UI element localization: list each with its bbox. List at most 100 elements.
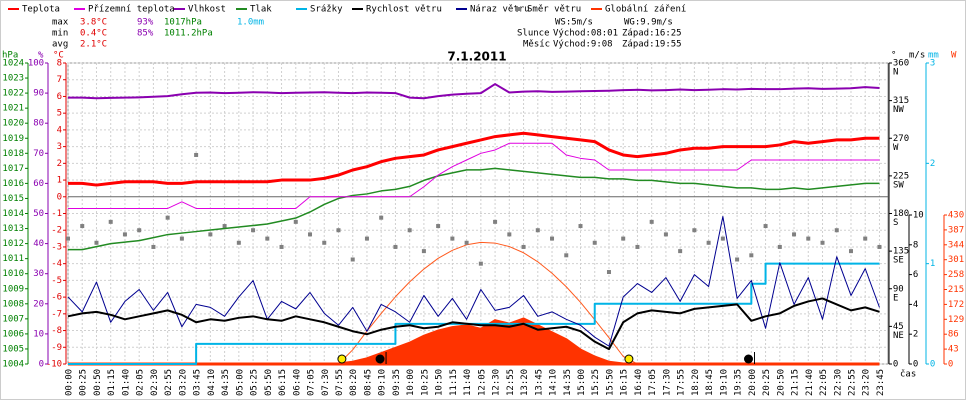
y-tick-label: 1020 [2, 119, 24, 129]
y-tick-label: 10 [913, 211, 924, 221]
compass-label: S [893, 218, 898, 228]
moon-label: Měsíc [523, 40, 550, 50]
y-tick-label: 43 [948, 345, 959, 355]
direction-point [692, 228, 697, 233]
y-tick-label: -3 [51, 242, 62, 252]
y-tick-label: 6 [57, 92, 62, 102]
x-tick-label: 04:10 [207, 369, 217, 396]
direction-point [820, 240, 825, 245]
y-tick-label: 3 [57, 142, 62, 152]
x-tick-label: 04:35 [221, 369, 231, 396]
y-tick-label: 70 [33, 149, 44, 159]
y-tick-label: 80 [33, 119, 44, 129]
compass-label: NW [893, 105, 904, 115]
direction-point [621, 236, 626, 241]
x-tick-label: 10:00 [406, 369, 416, 396]
x-tick-label: 17:05 [648, 369, 658, 396]
y-tick-label: 20 [33, 299, 44, 309]
x-tick-label: 21:15 [791, 369, 801, 396]
axis-unit: mm [928, 51, 939, 61]
direction-point [848, 249, 853, 254]
x-tick-label: 00:25 [79, 369, 89, 396]
direction-point [66, 236, 70, 241]
series-line [68, 83, 880, 100]
x-tick-label: 11:40 [463, 369, 473, 396]
x-tick-label: 00:50 [93, 369, 103, 396]
x-tick-label: 18:45 [705, 369, 715, 396]
y-tick-label: 1022 [2, 89, 24, 99]
legend-label: Rychlost větru [366, 5, 442, 15]
compass-label: SW [893, 180, 904, 190]
x-tick-label: 07:55 [335, 369, 345, 396]
direction-point [720, 236, 725, 241]
y-tick-label: 50 [33, 209, 44, 219]
axis-unit: m/s [909, 51, 925, 61]
x-tick-label: 10:25 [420, 369, 430, 396]
x-tick-label: 12:30 [492, 369, 502, 396]
series-line [67, 297, 880, 351]
x-tick-label: 15:25 [591, 369, 601, 396]
legend-label: Teplota [22, 5, 60, 15]
stats-value: 0.4°C [80, 29, 107, 39]
y-tick-label: 1 [57, 176, 62, 186]
direction-point [550, 236, 555, 241]
x-tick-label: 01:15 [107, 369, 117, 396]
y-tick-label: 5 [57, 109, 62, 119]
y-tick-label: 1024 [2, 59, 24, 69]
compass-label: N [893, 68, 898, 78]
direction-point [308, 232, 313, 237]
y-tick-label: 1007 [2, 314, 24, 324]
legend-label: Směr větru [527, 5, 581, 15]
x-tick-label: 00:00 [65, 369, 75, 396]
x-tick-label: 19:35 [734, 369, 744, 396]
y-tick-label: 4 [57, 125, 62, 135]
y-tick-label: 0 [913, 360, 918, 370]
x-tick-label: 03:45 [193, 369, 203, 396]
x-tick-label: 23:20 [862, 369, 872, 396]
legend-label: Vlhkost [188, 5, 226, 15]
sun-marker [337, 354, 347, 364]
x-tick-label: 21:40 [805, 369, 815, 396]
x-tick-label: 15:00 [577, 369, 587, 396]
x-tick-label: 05:50 [264, 369, 274, 396]
sun-marker [624, 354, 634, 364]
moon-marker [743, 354, 753, 364]
x-tick-label: 16:15 [620, 369, 630, 396]
y-tick-label: 225 [893, 171, 909, 181]
direction-point [407, 228, 412, 233]
y-tick-label: -1 [51, 209, 62, 219]
sun-set: Západ:16:25 [622, 29, 682, 39]
y-tick-label: 1010 [2, 269, 24, 279]
series-line [68, 167, 880, 251]
y-tick-label: 430 [948, 211, 964, 221]
stats-label: avg [52, 40, 68, 50]
stats-value: 93% [137, 18, 154, 28]
y-tick-label: 1006 [2, 329, 24, 339]
x-tick-label: 09:35 [392, 369, 402, 396]
stats-label: max [52, 18, 69, 28]
direction-point [735, 257, 740, 262]
y-tick-label: 100 [28, 59, 44, 69]
y-tick-label: 258 [948, 270, 964, 280]
x-tick-label: 22:05 [819, 369, 829, 396]
x-tick-label: 11:15 [449, 369, 459, 396]
y-tick-label: 6 [913, 270, 918, 280]
y-tick-label: -9 [51, 343, 62, 353]
y-tick-label: 60 [33, 179, 44, 189]
x-tick-label: 20:25 [762, 369, 772, 396]
direction-point [777, 244, 782, 249]
axis-unit: % [38, 51, 44, 61]
y-tick-label: 0 [57, 192, 62, 202]
series-line [68, 131, 880, 187]
y-tick-label: 4 [913, 300, 918, 310]
y-tick-label: 387 [948, 225, 964, 235]
direction-point [421, 249, 426, 254]
wind-gust-max: WG:9.9m/s [624, 18, 673, 28]
direction-point [151, 244, 156, 249]
direction-point [122, 232, 127, 237]
legend-label: Náraz větru [470, 5, 530, 15]
moon-rise: Východ:9:08 [553, 40, 613, 50]
y-tick-label: 2 [57, 159, 62, 169]
direction-point [80, 224, 85, 229]
